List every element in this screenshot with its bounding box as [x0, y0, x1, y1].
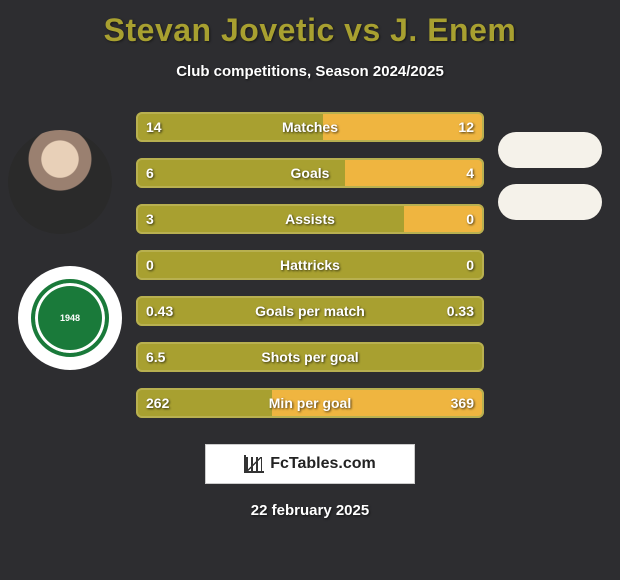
- metric-value-left: 14: [146, 119, 162, 135]
- metric-value-left: 6.5: [146, 349, 165, 365]
- metric-label: Goals per match: [255, 303, 365, 319]
- bar-segment-left: [136, 204, 404, 234]
- bar-segment-right: [345, 158, 484, 188]
- page-title: Stevan Jovetic vs J. Enem: [0, 0, 620, 49]
- player-left-club-badge: 1948: [18, 266, 122, 370]
- date-label: 22 february 2025: [0, 502, 620, 519]
- metric-value-left: 0: [146, 257, 154, 273]
- metric-value-right: 0.33: [447, 303, 474, 319]
- metric-value-right: 4: [466, 165, 474, 181]
- subtitle: Club competitions, Season 2024/2025: [0, 63, 620, 80]
- metric-value-left: 6: [146, 165, 154, 181]
- metric-label: Hattricks: [280, 257, 340, 273]
- metric-row: 0.43 0.33 Goals per match: [136, 296, 484, 326]
- club-badge-year: 1948: [60, 313, 80, 323]
- metric-value-right: 12: [458, 119, 474, 135]
- metric-value-right: 369: [451, 395, 474, 411]
- metric-bars: 14 12 Matches 6 4 Goals 3 0 Assists 0 0 Hattricks 0.…: [136, 112, 484, 418]
- metric-label: Min per goal: [269, 395, 351, 411]
- metric-label: Matches: [282, 119, 338, 135]
- metric-row: 14 12 Matches: [136, 112, 484, 142]
- footer-logo[interactable]: FcTables.com: [205, 444, 415, 484]
- metric-row: 262 369 Min per goal: [136, 388, 484, 418]
- metric-value-right: 0: [466, 211, 474, 227]
- player-right-avatar: [498, 132, 602, 168]
- metric-label: Assists: [285, 211, 335, 227]
- club-badge-inner: 1948: [31, 279, 109, 357]
- metric-row: 6 4 Goals: [136, 158, 484, 188]
- player-right-club-badge: [498, 184, 602, 220]
- metric-value-left: 0.43: [146, 303, 173, 319]
- metric-value-left: 262: [146, 395, 169, 411]
- chart-icon: [244, 455, 264, 473]
- player-left-avatar: [8, 130, 112, 234]
- footer-logo-text: FcTables.com: [270, 455, 376, 473]
- metric-value-right: 0: [466, 257, 474, 273]
- metric-label: Goals: [291, 165, 330, 181]
- metric-row: 0 0 Hattricks: [136, 250, 484, 280]
- metric-row: 6.5 Shots per goal: [136, 342, 484, 372]
- metric-value-left: 3: [146, 211, 154, 227]
- comparison-panel: 1948 14 12 Matches 6 4 Goals 3 0 Assists 0 0 Hattri…: [0, 112, 620, 418]
- metric-row: 3 0 Assists: [136, 204, 484, 234]
- metric-label: Shots per goal: [261, 349, 358, 365]
